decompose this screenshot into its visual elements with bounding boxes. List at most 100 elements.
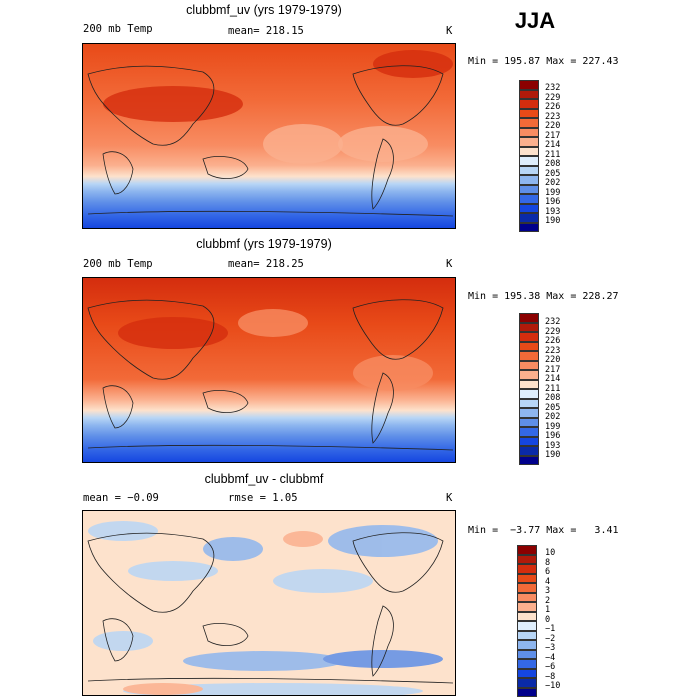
colorbar-tick-label: −10 (545, 681, 561, 691)
colorbar-swatch (519, 332, 539, 342)
panel-2-colorbar (519, 313, 539, 465)
colorbar-tick-label: 202 (545, 178, 561, 188)
colorbar-swatch (517, 630, 537, 640)
colorbar-swatch (519, 341, 539, 351)
colorbar-tick-label: 205 (545, 402, 561, 413)
panel-3-colorbar (517, 545, 537, 697)
colorbar-swatch (519, 89, 539, 99)
colorbar-tick-label: 2 (545, 595, 551, 606)
colorbar-tick-label: 217 (545, 130, 561, 141)
panel-3-rmse: rmse = 1.05 (228, 492, 298, 504)
colorbar-swatch (519, 175, 539, 185)
panel-2-colorbar-labels: 232 229 226 223 220 217 214 211 208 205 202 199 196 1… (545, 317, 561, 461)
panel-1-minmax: Min = 195.87 Max = 227.43 (468, 56, 619, 67)
panel-3-mean: mean = −0.09 (83, 492, 159, 504)
colorbar-swatch (517, 659, 537, 669)
panel-2-field (83, 278, 455, 462)
panel-2-mean: mean= 218.25 (228, 258, 304, 270)
colorbar-swatch (519, 446, 539, 456)
colorbar-swatch (517, 621, 537, 631)
colorbar-tick-label: 193 (545, 440, 561, 451)
colorbar-tick-label: −8 (545, 671, 556, 682)
panel-3-title: clubbmf_uv - clubbmf (204, 472, 324, 486)
panel-1-mean: mean= 218.15 (228, 25, 304, 37)
colorbar-tick-label: 220 (545, 121, 561, 131)
colorbar-swatch (519, 194, 539, 204)
colorbar-swatch (519, 184, 539, 194)
colorbar-tick-label: 1 (545, 605, 551, 615)
colorbar-tick-label: 199 (545, 187, 561, 198)
colorbar-swatch (517, 583, 537, 593)
colorbar-swatch (517, 564, 537, 574)
colorbar-tick-label: 8 (545, 557, 551, 568)
colorbar-tick-label: 205 (545, 168, 561, 179)
colorbar-swatch (519, 455, 539, 465)
colorbar-tick-label: 202 (545, 412, 561, 422)
colorbar-tick-label: −1 (545, 624, 556, 634)
colorbar-tick-label: 4 (545, 576, 551, 587)
colorbar-tick-label: −2 (545, 633, 556, 644)
colorbar-tick-label: −3 (545, 643, 556, 653)
colorbar-swatch (519, 146, 539, 156)
colorbar-swatch (519, 127, 539, 137)
colorbar-tick-label: 6 (545, 567, 551, 577)
colorbar-swatch (519, 389, 539, 399)
colorbar-swatch (519, 322, 539, 332)
panel-2-title: clubbmf (yrs 1979-1979) (196, 237, 332, 251)
colorbar-tick-label: 214 (545, 140, 561, 150)
colorbar-swatch (519, 360, 539, 370)
colorbar-tick-label: 211 (545, 383, 561, 394)
panel-1-colorbar-labels: 232 229 226 223 220 217 214 211 208 205 202 199 196 1… (545, 83, 561, 227)
colorbar-swatch (517, 649, 537, 659)
colorbar-tick-label: 226 (545, 102, 561, 112)
colorbar-swatch (517, 640, 537, 650)
colorbar-swatch (519, 222, 539, 232)
colorbar-tick-label: 208 (545, 393, 561, 403)
colorbar-swatch (517, 545, 537, 555)
colorbar-swatch (519, 203, 539, 213)
colorbar-tick-label: −4 (545, 652, 556, 663)
colorbar-swatch (517, 611, 537, 621)
colorbar-swatch (519, 351, 539, 361)
colorbar-tick-label: 208 (545, 159, 561, 169)
colorbar-tick-label: 232 (545, 317, 561, 327)
panel-3-minmax: Min = −3.77 Max = 3.41 (468, 525, 619, 536)
colorbar-swatch (519, 313, 539, 323)
colorbar-swatch (519, 408, 539, 418)
panel-1-colorbar (519, 80, 539, 232)
colorbar-tick-label: 196 (545, 197, 561, 207)
colorbar-swatch (517, 554, 537, 564)
colorbar-swatch (519, 99, 539, 109)
colorbar-swatch (517, 602, 537, 612)
panel-2-left-label: 200 mb Temp (83, 258, 153, 270)
colorbar-tick-label: 229 (545, 326, 561, 337)
colorbar-swatch (519, 427, 539, 437)
colorbar-swatch (517, 668, 537, 678)
colorbar-swatch (519, 213, 539, 223)
colorbar-swatch (519, 80, 539, 90)
panel-3-field (83, 511, 455, 695)
panel-2-map (82, 277, 456, 463)
colorbar-tick-label: 214 (545, 374, 561, 384)
colorbar-swatch (519, 436, 539, 446)
colorbar-tick-label: 226 (545, 336, 561, 346)
panel-3-colorbar-labels: 10 8 6 4 3 2 1 0 −1 −2 −3 −4 −6 −8 −10 (545, 548, 561, 692)
colorbar-tick-label: −6 (545, 662, 556, 672)
colorbar-swatch (519, 137, 539, 147)
colorbar-swatch (519, 370, 539, 380)
colorbar-swatch (517, 678, 537, 688)
panel-3-units: K (446, 492, 453, 504)
colorbar-tick-label: 220 (545, 355, 561, 365)
colorbar-swatch (519, 108, 539, 118)
panel-1-map (82, 43, 456, 229)
colorbar-tick-label: 232 (545, 83, 561, 93)
colorbar-swatch (517, 687, 537, 697)
colorbar-tick-label: 223 (545, 111, 561, 122)
colorbar-tick-label: 196 (545, 431, 561, 441)
colorbar-tick-label: 3 (545, 586, 551, 596)
panel-1-left-label: 200 mb Temp (83, 23, 153, 35)
colorbar-swatch (519, 156, 539, 166)
colorbar-tick-label: 190 (545, 216, 561, 226)
panel-1-units: K (446, 25, 453, 37)
panel-1-field (83, 44, 455, 228)
